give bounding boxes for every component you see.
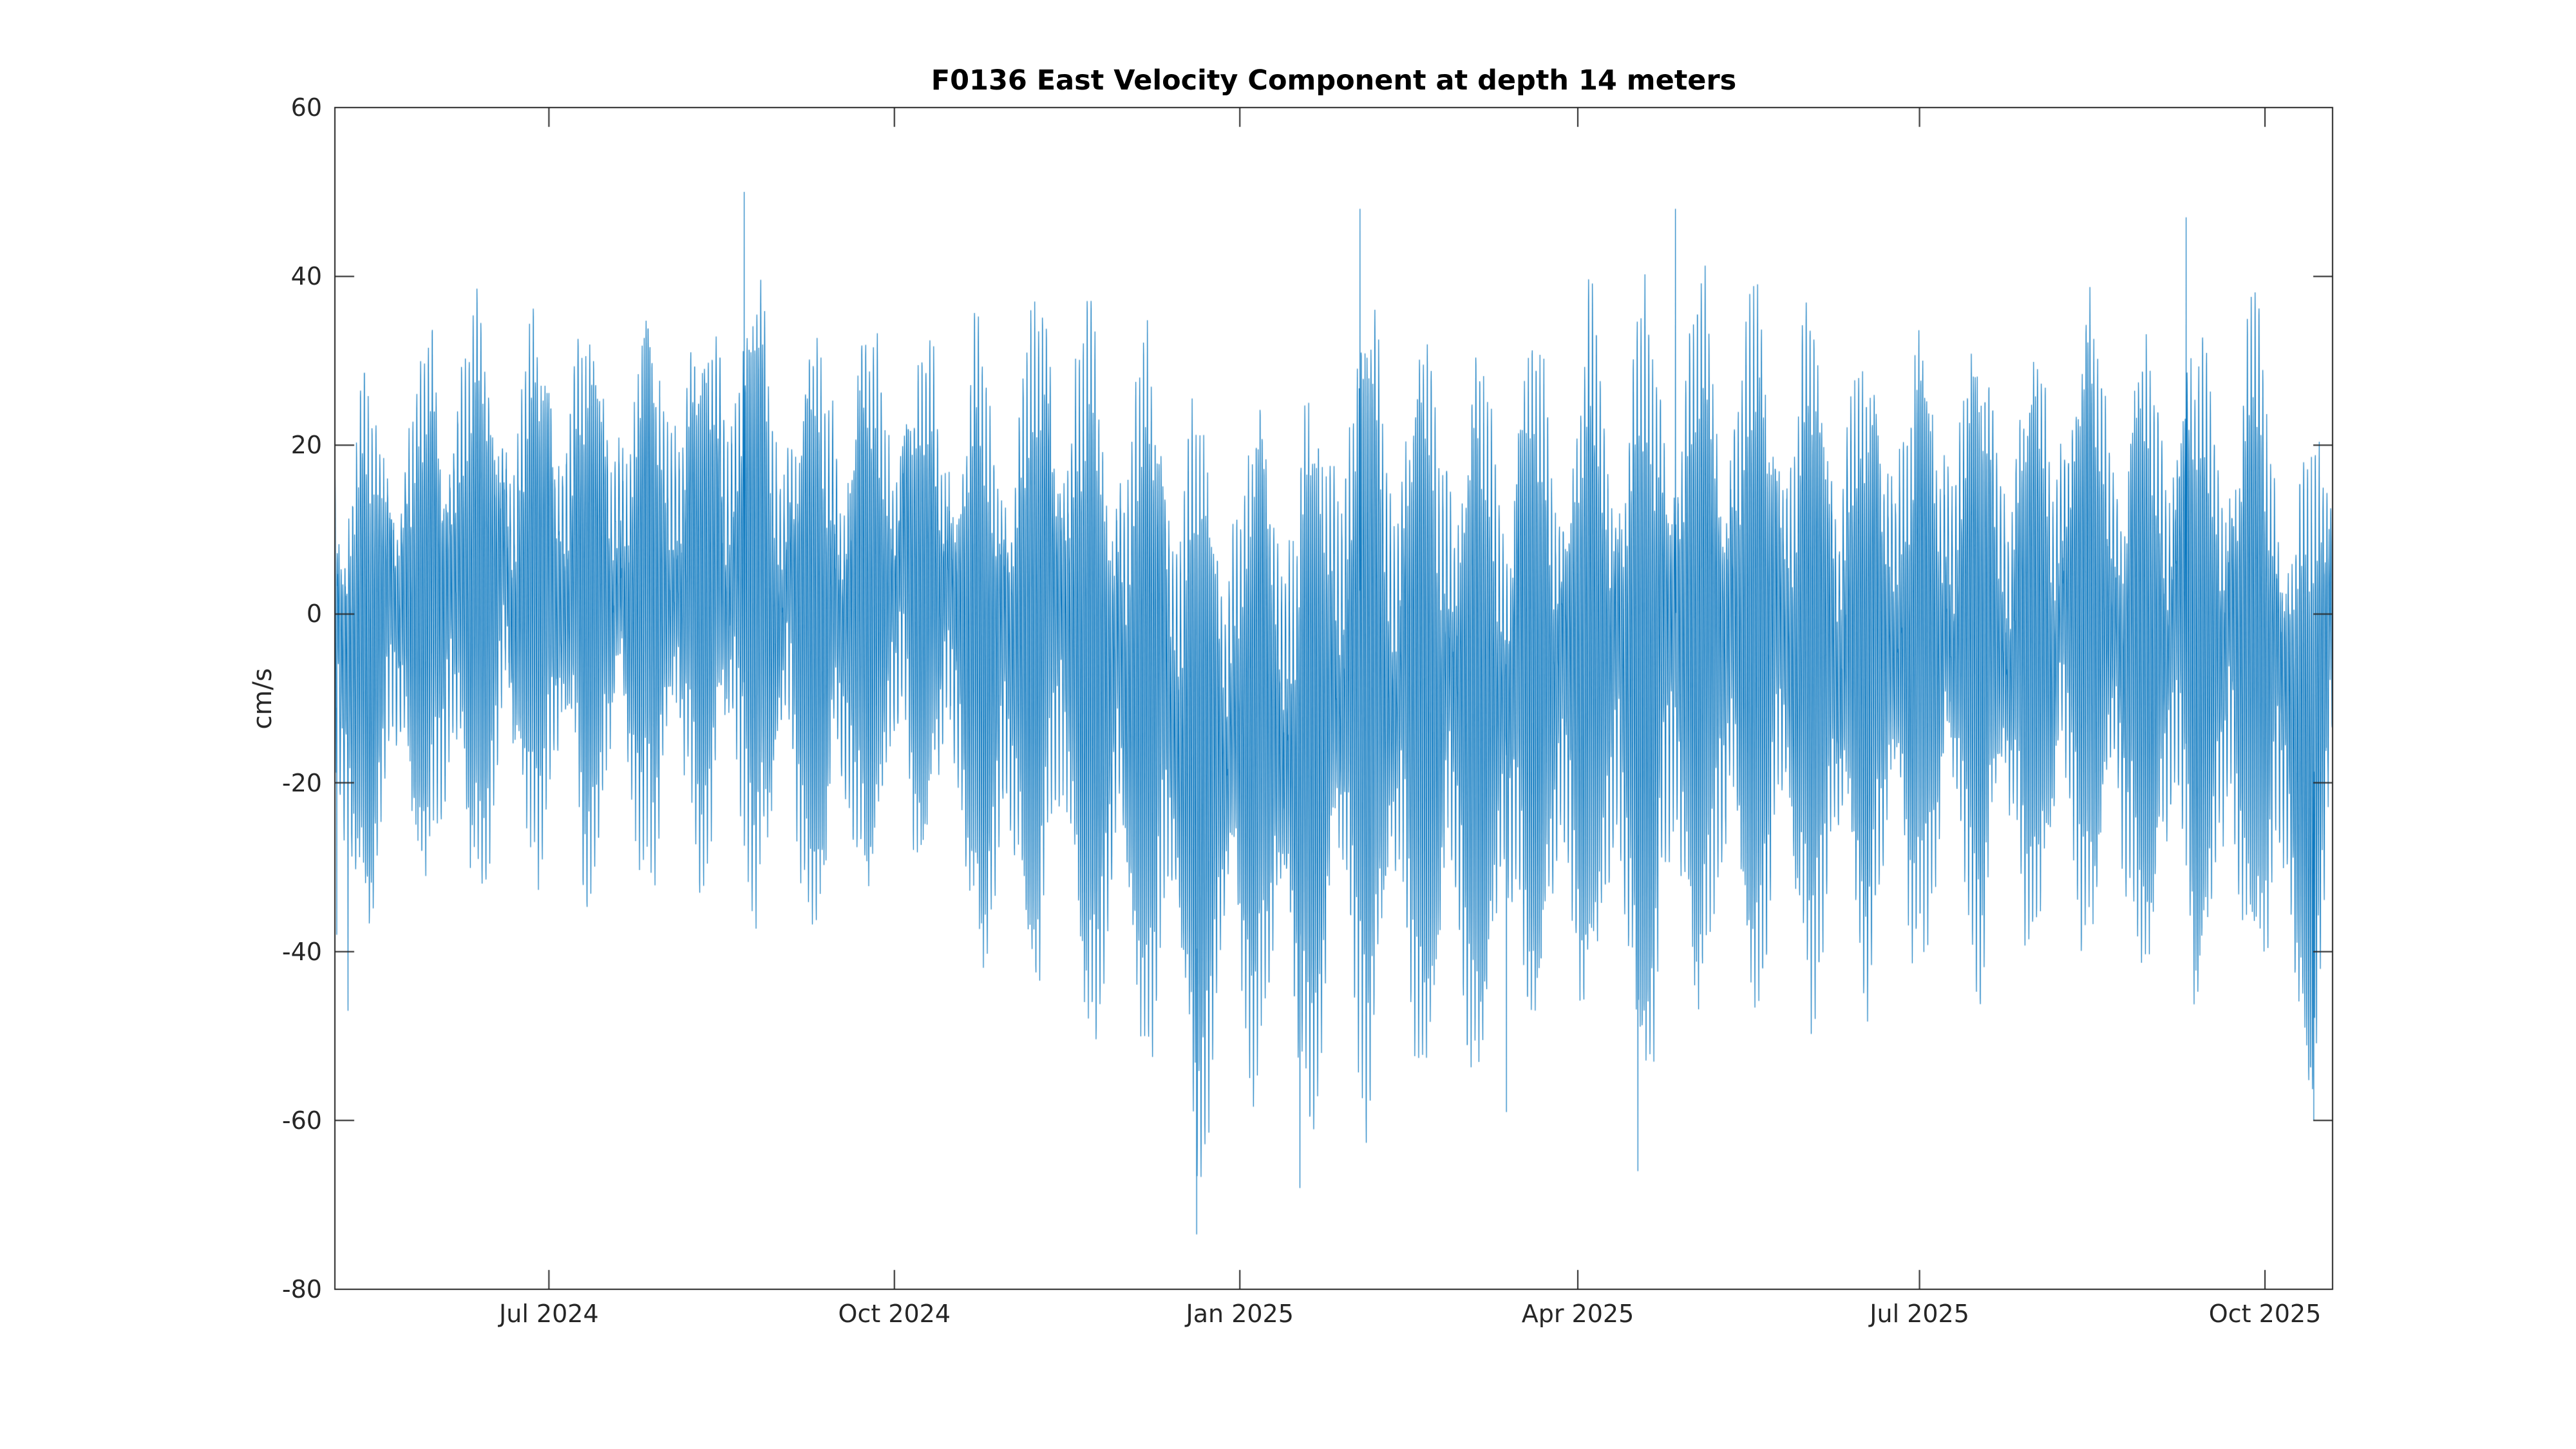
y-tick-label: -80 [281, 1275, 322, 1303]
y-tick-label: 0 [306, 600, 322, 629]
x-tick-label: Jan 2025 [1186, 1300, 1294, 1328]
y-tick-label: 20 [290, 431, 322, 460]
y-tick-label: 60 [290, 93, 322, 122]
chart-title: F0136 East Velocity Component at depth 1… [931, 64, 1737, 97]
x-tick-label: Jul 2025 [1870, 1300, 1969, 1328]
y-tick-label: -20 [281, 768, 322, 797]
x-tick-label: Jul 2024 [499, 1300, 599, 1328]
x-tick-label: Oct 2024 [838, 1300, 951, 1328]
x-tick-label: Oct 2025 [2208, 1300, 2322, 1328]
y-tick-label: -40 [281, 937, 322, 966]
y-axis-label: cm/s [248, 668, 278, 730]
y-tick-label: -60 [281, 1106, 322, 1135]
x-tick-label: Apr 2025 [1521, 1300, 1634, 1328]
y-tick-label: 40 [290, 262, 322, 291]
